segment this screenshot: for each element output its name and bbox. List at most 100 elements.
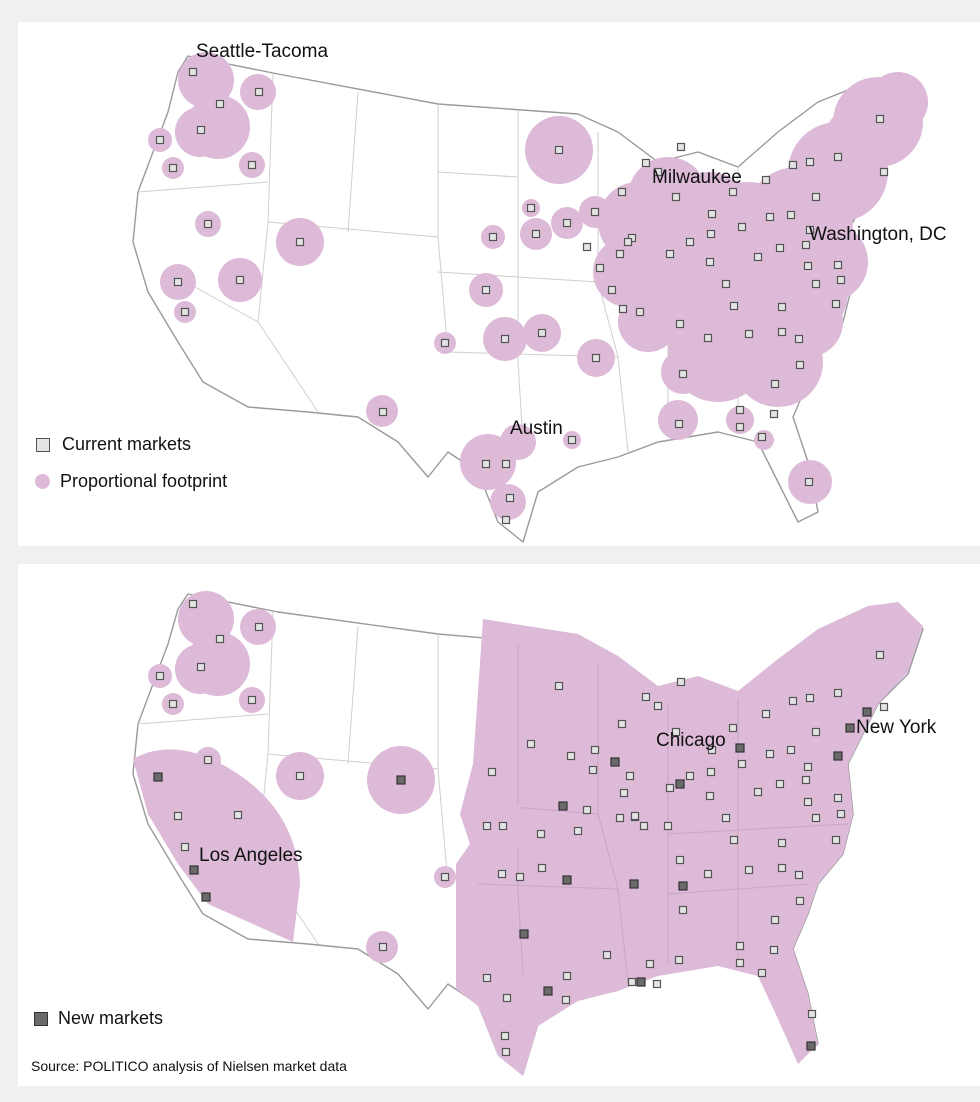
current-market-marker	[801, 240, 811, 250]
current-market-marker	[215, 99, 225, 109]
new-market-marker	[735, 743, 745, 753]
current-market-marker	[811, 279, 821, 289]
current-market-marker	[582, 242, 592, 252]
current-market-marker	[879, 167, 889, 177]
current-market-marker	[295, 237, 305, 247]
current-market-marker	[753, 787, 763, 797]
us-map-expanded	[132, 591, 924, 1076]
current-market-marker	[531, 229, 541, 239]
current-market-marker	[765, 749, 775, 759]
current-market-marker	[645, 959, 655, 969]
current-market-marker	[721, 279, 731, 289]
current-market-marker	[795, 896, 805, 906]
current-market-marker	[761, 709, 771, 719]
current-market-marker	[562, 971, 572, 981]
current-market-marker	[744, 865, 754, 875]
footprint-circle	[133, 749, 300, 942]
footprint-circle	[773, 287, 843, 357]
current-market-marker	[500, 1031, 510, 1041]
current-market-marker	[615, 249, 625, 259]
current-market-marker	[805, 693, 815, 703]
footprint-circle	[467, 796, 527, 856]
current-market-marker	[833, 688, 843, 698]
current-market-marker	[671, 727, 681, 737]
current-market-marker	[753, 252, 763, 262]
current-market-marker	[554, 681, 564, 691]
new-market-marker	[153, 772, 163, 782]
current-market-marker	[180, 307, 190, 317]
current-market-marker	[665, 783, 675, 793]
legend-proportional-footprint: Proportional footprint	[35, 471, 227, 492]
current-market-marker	[676, 142, 686, 152]
current-market-marker	[573, 826, 583, 836]
current-market-marker	[481, 459, 491, 469]
current-market-marker	[196, 125, 206, 135]
current-market-swatch-icon	[36, 437, 50, 452]
city-label-los-angeles: Los Angeles	[199, 845, 303, 866]
footprint-swatch-icon	[35, 474, 50, 489]
us-map-current	[132, 52, 928, 543]
current-market-marker	[481, 285, 491, 295]
current-market-marker	[807, 1009, 817, 1019]
new-market-marker	[562, 875, 572, 885]
source-note: Source: POLITICO analysis of Nielsen mar…	[31, 1058, 347, 1074]
current-market-marker	[254, 622, 264, 632]
current-market-marker	[788, 696, 798, 706]
current-market-marker	[619, 788, 629, 798]
current-market-marker	[505, 493, 515, 503]
current-market-marker	[173, 277, 183, 287]
current-market-marker	[188, 67, 198, 77]
current-market-marker	[678, 905, 688, 915]
current-market-marker	[769, 945, 779, 955]
current-market-marker	[735, 422, 745, 432]
current-market-marker	[705, 791, 715, 801]
current-market-marker	[378, 942, 388, 952]
footprint-circle	[726, 406, 754, 434]
current-market-marker	[770, 379, 780, 389]
current-market-marker	[770, 915, 780, 925]
current-market-marker	[735, 958, 745, 968]
current-market-marker	[502, 993, 512, 1003]
current-market-marker	[811, 192, 821, 202]
current-market-marker	[215, 634, 225, 644]
new-market-marker	[610, 757, 620, 767]
current-market-marker	[737, 759, 747, 769]
footprint-circle	[178, 52, 234, 108]
current-market-marker	[652, 979, 662, 989]
new-market-swatch-icon	[34, 1011, 48, 1026]
legend-label: New markets	[58, 1008, 164, 1028]
current-market-marker	[235, 275, 245, 285]
current-market-marker	[168, 699, 178, 709]
expanded-footprint-region	[456, 602, 923, 1076]
current-market-marker	[706, 767, 716, 777]
current-market-marker	[757, 968, 767, 978]
current-market-marker	[618, 304, 628, 314]
current-market-marker	[501, 515, 511, 525]
current-market-marker	[537, 863, 547, 873]
current-market-marker	[295, 771, 305, 781]
new-market-marker	[833, 751, 843, 761]
current-market-marker	[482, 821, 492, 831]
current-market-marker	[247, 695, 257, 705]
current-market-marker	[247, 160, 257, 170]
current-market-marker	[526, 203, 536, 213]
city-label-austin: Austin	[510, 418, 563, 439]
city-label-chicago: Chicago	[656, 730, 726, 751]
new-market-marker	[675, 779, 685, 789]
current-market-marker	[180, 842, 190, 852]
current-market-marker	[706, 229, 716, 239]
current-market-marker	[805, 157, 815, 167]
current-market-marker	[833, 260, 843, 270]
current-market-marker	[188, 599, 198, 609]
current-market-marker	[671, 192, 681, 202]
legend-new-markets: New markets	[34, 1008, 163, 1029]
current-market-marker	[635, 307, 645, 317]
current-market-markers	[155, 67, 889, 525]
market-markers	[153, 599, 889, 1057]
current-market-marker	[794, 334, 804, 344]
current-market-marker	[729, 301, 739, 311]
current-market-marker	[653, 701, 663, 711]
current-market-marker	[705, 257, 715, 267]
current-market-marker	[590, 207, 600, 217]
current-market-marker	[595, 263, 605, 273]
